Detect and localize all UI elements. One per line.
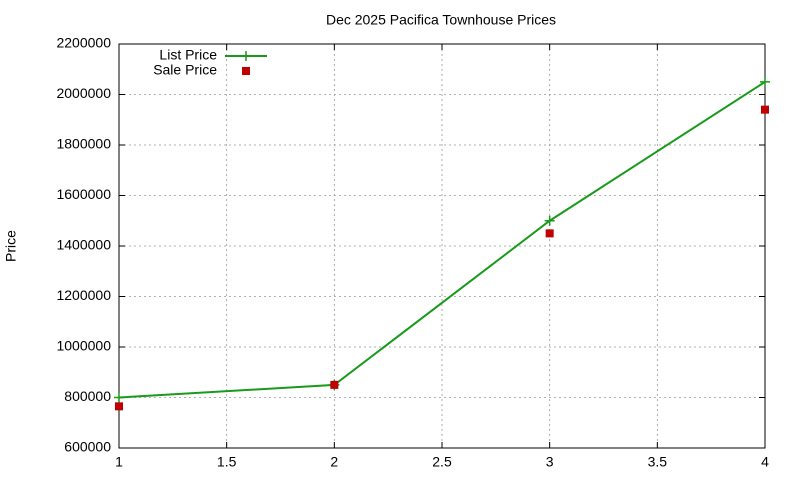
point	[761, 105, 769, 114]
plot-frame	[118, 43, 766, 449]
legend-label: Sale Price	[153, 62, 217, 78]
point	[544, 215, 555, 226]
x-tick-label: 1.5	[217, 454, 237, 470]
point	[545, 229, 554, 238]
y-tick-label: 1000000	[56, 338, 111, 354]
x-tick-label: 4	[761, 454, 769, 470]
legend-label: List Price	[159, 47, 217, 63]
y-tick-label: 2200000	[56, 35, 111, 51]
y-tick-label: 1400000	[56, 237, 111, 253]
y-tick-label: 1200000	[56, 287, 111, 303]
series-line	[118, 81, 766, 399]
x-tick-label: 1	[115, 454, 123, 470]
y-tick-label: 1800000	[56, 136, 111, 152]
point	[760, 76, 770, 87]
y-axis-label: Price	[3, 230, 19, 262]
x-tick-label: 3	[546, 454, 554, 470]
point	[115, 402, 123, 411]
point	[114, 392, 124, 403]
x-tick-label: 2	[330, 454, 338, 470]
chart-title: Dec 2025 Pacifica Townhouse Prices	[326, 12, 556, 28]
point	[330, 380, 339, 389]
y-tick-label: 600000	[64, 439, 111, 455]
y-tick-label: 2000000	[56, 85, 111, 101]
x-tick-label: 2.5	[432, 454, 452, 470]
y-tick-label: 1600000	[56, 186, 111, 202]
legend-marker	[241, 51, 251, 61]
legend-marker	[242, 67, 250, 75]
x-tick-label: 3.5	[648, 454, 668, 470]
y-tick-label: 800000	[64, 388, 111, 404]
